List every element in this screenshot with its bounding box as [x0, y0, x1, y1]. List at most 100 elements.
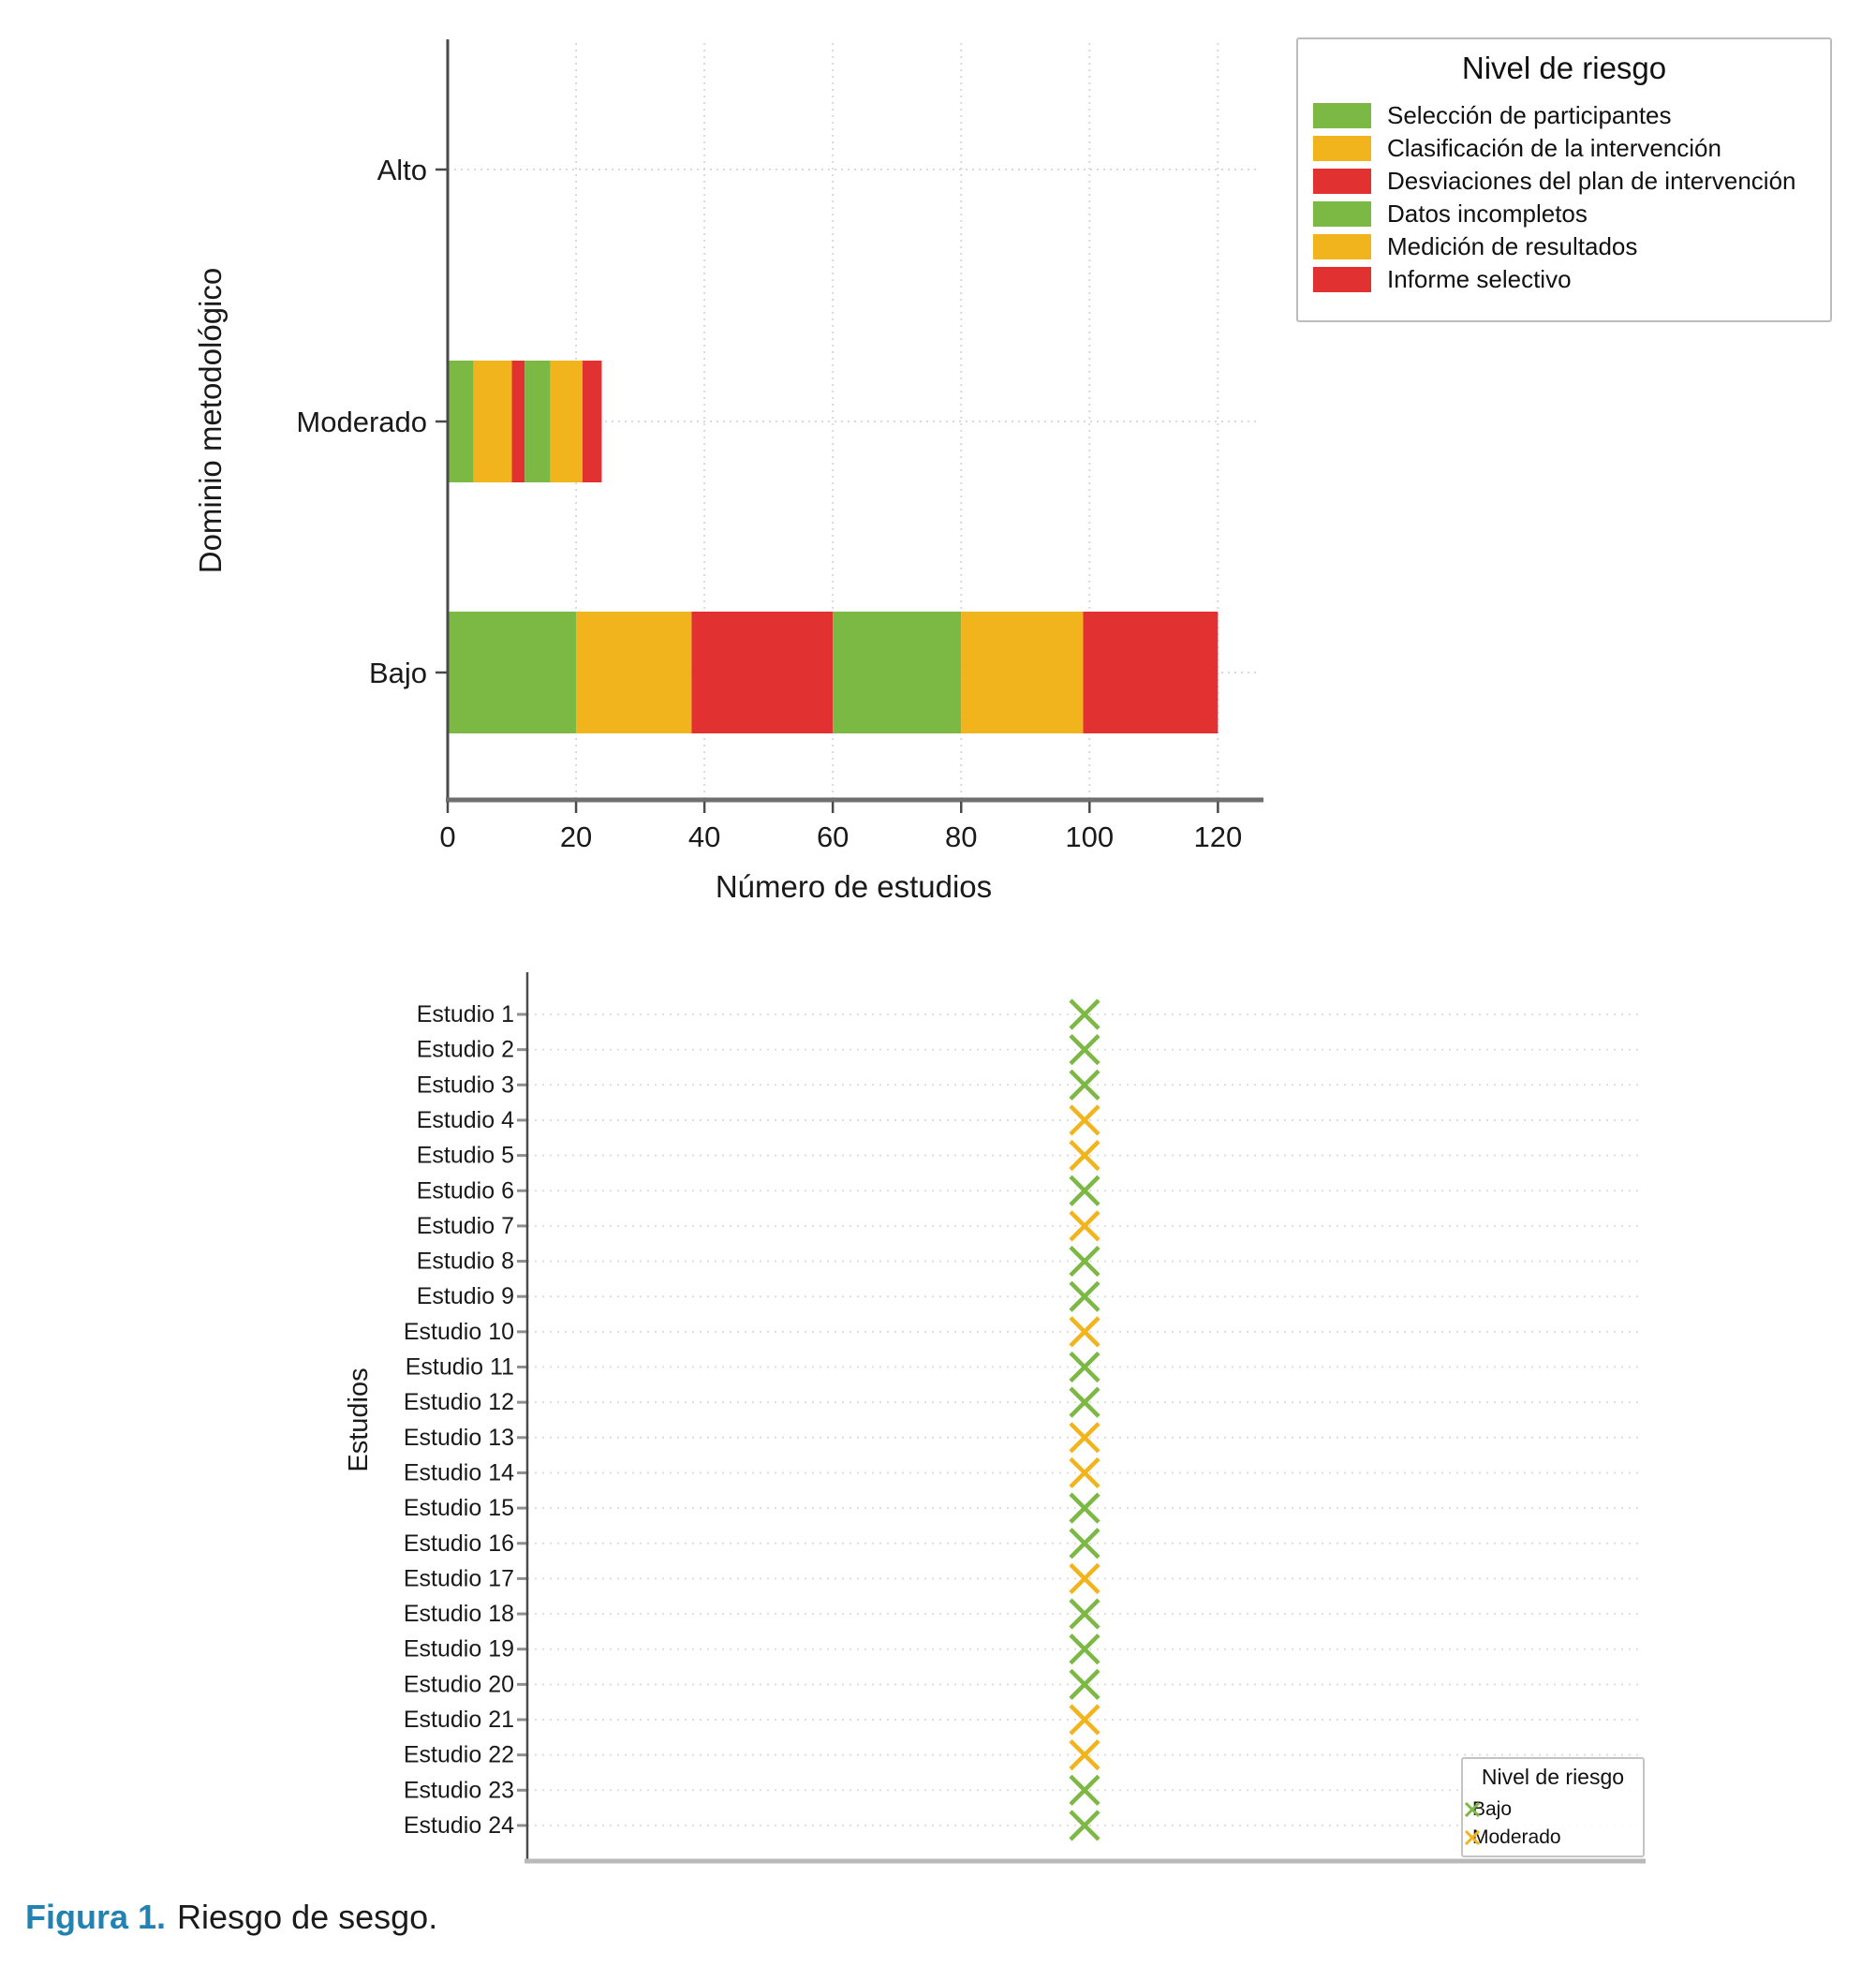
- legend-item: Datos incompletos: [1313, 198, 1830, 230]
- study-label: Estudio 24: [404, 1812, 514, 1839]
- legend-swatch: [1313, 136, 1371, 161]
- bar-segment: [961, 612, 1084, 733]
- x-marker-icon: [1464, 1801, 1481, 1818]
- study-risk-marker: [1069, 1280, 1100, 1312]
- bar-segment: [576, 612, 692, 733]
- legend-item-label: Informe selectivo: [1387, 265, 1572, 293]
- domain-risk-bar-chart: 0 20 40 60 80 100 120 Alto Moderado Bajo Número de…: [193, 39, 1263, 904]
- study-risk-marker: [1069, 1774, 1100, 1806]
- y-axis-title: Estudios: [344, 1367, 374, 1471]
- bar-segment: [582, 361, 602, 482]
- legend-swatch: [1313, 267, 1371, 292]
- legend-item-label: Clasificación de la intervención: [1387, 134, 1721, 162]
- legend-item-label: Medición de resultados: [1387, 232, 1638, 260]
- legend-item: Selección de participantes: [1313, 99, 1830, 132]
- x-tick-label: 40: [688, 820, 720, 853]
- study-risk-marker: [1069, 1386, 1100, 1418]
- study-label: Estudio 11: [406, 1354, 514, 1381]
- legend-item: Informe selectivo: [1313, 263, 1830, 296]
- legend-items: Bajo Moderado: [1464, 1796, 1643, 1852]
- study-label: Estudio 5: [417, 1143, 514, 1169]
- study-risk-marker: [1069, 1210, 1100, 1242]
- y-category-label: Alto: [377, 154, 427, 186]
- caption-label: Figura 1.: [25, 1898, 167, 1936]
- bar-segment: [448, 612, 577, 733]
- study-risk-marker: [1069, 1633, 1100, 1665]
- study-label: Estudio 22: [404, 1742, 514, 1768]
- study-risk-marker: [1069, 1492, 1100, 1524]
- study-label: Estudio 8: [417, 1249, 514, 1275]
- x-tick-label: 0: [439, 820, 455, 853]
- legend-item: Clasificación de la intervención: [1313, 132, 1830, 165]
- study-risk-marker: [1069, 1810, 1100, 1841]
- x-axis-title: Número de estudios: [716, 869, 992, 904]
- legend-swatch: [1313, 234, 1371, 259]
- x-tick-label: 120: [1193, 820, 1242, 853]
- study-label: Estudio 4: [417, 1107, 514, 1133]
- legend-item-label: Moderado: [1472, 1826, 1561, 1848]
- legend-title: Nivel de riesgo: [1461, 51, 1667, 85]
- figure-caption: Figura 1. Riesgo de sesgo.: [25, 1898, 437, 1937]
- bar-segment: [691, 612, 834, 733]
- study-risk-marker: [1069, 1175, 1100, 1206]
- risk-level-legend: Nivel de riesgo Selección de participant…: [1296, 37, 1832, 322]
- x-marker-icon: [1464, 1829, 1481, 1846]
- y-category-label: Bajo: [369, 657, 427, 689]
- legend-item: Moderado: [1464, 1824, 1643, 1852]
- study-label: Estudio 1: [417, 1001, 514, 1027]
- study-label: Estudio 20: [404, 1671, 514, 1697]
- study-risk-marker: [1069, 998, 1100, 1030]
- study-label: Estudio 18: [404, 1601, 514, 1627]
- legend-item-label: Selección de participantes: [1387, 101, 1672, 129]
- study-label: Estudio 21: [404, 1707, 514, 1733]
- study-risk-marker: [1069, 1351, 1100, 1383]
- study-label: Estudio 9: [417, 1283, 514, 1309]
- y-axis-title: Dominio metodológico: [193, 268, 228, 574]
- bar-segment: [833, 612, 962, 733]
- legend-item: Bajo: [1464, 1796, 1643, 1824]
- x-tick-label: 20: [560, 820, 592, 853]
- study-label: Estudio 7: [417, 1213, 514, 1239]
- study-risk-marker: [1069, 1598, 1100, 1630]
- study-label: Estudio 15: [404, 1495, 514, 1521]
- study-label: Estudio 10: [404, 1319, 514, 1345]
- study-label: Estudio 3: [417, 1072, 514, 1098]
- legend-item-label: Datos incompletos: [1387, 200, 1588, 228]
- study-label: Estudio 13: [404, 1425, 514, 1451]
- study-label: Estudio 12: [404, 1389, 514, 1415]
- bar-segment: [448, 361, 474, 482]
- study-risk-marker: [1069, 1140, 1100, 1172]
- x-tick-label: 60: [817, 820, 849, 853]
- legend-item: Medición de resultados: [1313, 230, 1830, 263]
- legend-item-label: Desviaciones del plan de intervención: [1387, 167, 1796, 195]
- bar-segment: [511, 361, 525, 482]
- bar-segment: [1083, 612, 1219, 733]
- study-risk-marker: [1069, 1668, 1100, 1700]
- study-risk-marker: [1069, 1069, 1100, 1101]
- legend-swatch: [1313, 103, 1371, 128]
- study-label: Estudio 16: [404, 1530, 514, 1557]
- study-risk-marker: [1069, 1456, 1100, 1489]
- legend-item: Desviaciones del plan de intervención: [1313, 165, 1830, 198]
- study-label: Estudio 17: [404, 1565, 514, 1591]
- bar-segment: [550, 361, 583, 482]
- legend-item-label: Bajo: [1472, 1798, 1513, 1820]
- legend-title: Nivel de riesgo: [1481, 1765, 1625, 1789]
- study-label: Estudio 2: [417, 1037, 514, 1063]
- study-risk-marker: [1069, 1739, 1100, 1771]
- bar-segment: [524, 361, 551, 482]
- study-risk-marker: [1069, 1316, 1100, 1348]
- legend-items: Selección de participantes Clasificación …: [1313, 99, 1830, 296]
- legend-swatch: [1313, 169, 1371, 194]
- study-risk-marker: [1069, 1704, 1100, 1736]
- y-category-label: Moderado: [296, 406, 427, 438]
- study-risk-marker: [1069, 1245, 1100, 1278]
- study-label: Estudio 19: [404, 1636, 514, 1663]
- x-tick-label: 80: [945, 820, 977, 853]
- study-label: Estudio 23: [404, 1777, 514, 1803]
- caption-text: Riesgo de sesgo.: [177, 1898, 438, 1936]
- x-tick-label: 100: [1065, 820, 1114, 853]
- legend-swatch: [1313, 201, 1371, 227]
- study-risk-marker: [1069, 1034, 1100, 1066]
